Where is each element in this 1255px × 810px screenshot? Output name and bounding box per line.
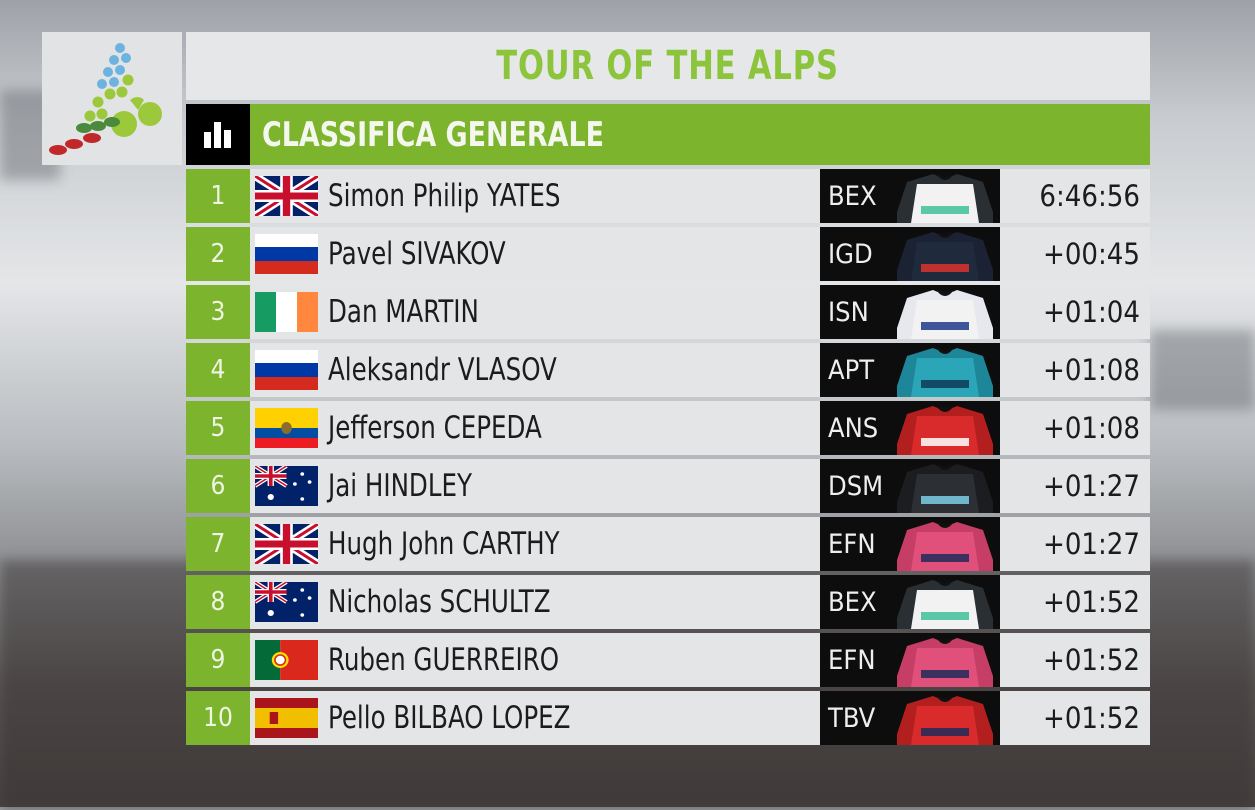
flag-icon-aus bbox=[255, 582, 318, 622]
flag-icon-rus bbox=[255, 234, 318, 274]
flag-icon-ecu bbox=[255, 408, 318, 448]
team-box: EFN bbox=[820, 517, 1000, 571]
team-box: TBV bbox=[820, 691, 1000, 745]
rider-name: Pavel SIVAKOV bbox=[328, 236, 506, 272]
rider-name: Pello BILBAO LOPEZ bbox=[328, 700, 571, 736]
team-code: ANS bbox=[828, 412, 879, 444]
rider-name: Nicholas SCHULTZ bbox=[328, 584, 551, 620]
background-mountain bbox=[1150, 330, 1255, 410]
flag-icon-por bbox=[255, 640, 318, 680]
tour-of-the-alps-logo bbox=[42, 32, 182, 165]
flag-icon-gbr bbox=[255, 524, 318, 564]
standings-row: 5 Jefferson CEPEDA ANS +01:08 bbox=[186, 401, 1150, 455]
position: 10 bbox=[186, 691, 250, 745]
team-jersey-icon bbox=[897, 289, 993, 339]
position: 9 bbox=[186, 633, 250, 687]
team-box: IGD bbox=[820, 227, 1000, 281]
rider-name: Dan MARTIN bbox=[328, 294, 479, 330]
team-jersey-icon bbox=[897, 579, 993, 629]
team-jersey-icon bbox=[897, 231, 993, 281]
team-code: EFN bbox=[828, 528, 876, 560]
team-jersey-icon bbox=[897, 637, 993, 687]
standings-row: 7 Hugh John CARTHY EFN +01:27 bbox=[186, 517, 1150, 571]
team-box: ISN bbox=[820, 285, 1000, 339]
team-box: DSM bbox=[820, 459, 1000, 513]
standings-row: 8 Nicholas SCHULTZ BEX +01:52 bbox=[186, 575, 1150, 629]
classification-header: CLASSIFICA GENERALE bbox=[186, 104, 1150, 165]
team-jersey-icon bbox=[897, 521, 993, 571]
rider-name: Simon Philip YATES bbox=[328, 178, 561, 214]
rider-name: Aleksandr VLASOV bbox=[328, 352, 557, 388]
standings-row: 4 Aleksandr VLASOV APT +01:08 bbox=[186, 343, 1150, 397]
team-jersey-icon bbox=[897, 347, 993, 397]
flag-icon-aus bbox=[255, 466, 318, 506]
standings-row: 9 Ruben GUERREIRO EFN +01:52 bbox=[186, 633, 1150, 687]
position: 1 bbox=[186, 169, 250, 223]
team-jersey-icon bbox=[897, 405, 993, 455]
flag-icon-gbr bbox=[255, 176, 318, 216]
time-gap: +01:27 bbox=[1042, 469, 1140, 503]
team-code: EFN bbox=[828, 644, 876, 676]
standings-row: 1 Simon Philip YATES BEX 6:46:56 bbox=[186, 169, 1150, 223]
team-code: ISN bbox=[828, 296, 869, 328]
team-jersey-icon bbox=[897, 173, 993, 223]
position: 3 bbox=[186, 285, 250, 339]
flag-icon-irl bbox=[255, 292, 318, 332]
flag-icon-rus bbox=[255, 350, 318, 390]
team-jersey-icon bbox=[897, 463, 993, 513]
position: 4 bbox=[186, 343, 250, 397]
time-gap: +01:27 bbox=[1042, 527, 1140, 561]
standings-row: 3 Dan MARTIN ISN +01:04 bbox=[186, 285, 1150, 339]
classification-title: CLASSIFICA GENERALE bbox=[262, 114, 605, 155]
team-box: APT bbox=[820, 343, 1000, 397]
position: 5 bbox=[186, 401, 250, 455]
time-gap: +01:52 bbox=[1042, 701, 1140, 735]
team-box: BEX bbox=[820, 575, 1000, 629]
time-gap: +01:52 bbox=[1042, 643, 1140, 677]
team-code: APT bbox=[828, 354, 875, 386]
team-code: TBV bbox=[828, 702, 876, 734]
team-box: BEX bbox=[820, 169, 1000, 223]
event-title-text: TOUR OF THE ALPS bbox=[496, 43, 840, 89]
team-code: IGD bbox=[828, 238, 873, 270]
time-gap: +01:04 bbox=[1042, 295, 1140, 329]
event-title: TOUR OF THE ALPS bbox=[186, 32, 1150, 100]
position: 6 bbox=[186, 459, 250, 513]
rider-name: Jefferson CEPEDA bbox=[328, 410, 542, 446]
time-gap: +01:52 bbox=[1042, 585, 1140, 619]
standings-row: 10 Pello BILBAO LOPEZ TBV +01:52 bbox=[186, 691, 1150, 745]
team-jersey-icon bbox=[897, 695, 993, 745]
time-gap: +01:08 bbox=[1042, 411, 1140, 445]
standings-row: 6 Jai HINDLEY DSM +01:27 bbox=[186, 459, 1150, 513]
team-box: ANS bbox=[820, 401, 1000, 455]
time-gap: +01:08 bbox=[1042, 353, 1140, 387]
rider-name: Hugh John CARTHY bbox=[328, 526, 560, 562]
team-box: EFN bbox=[820, 633, 1000, 687]
standings-row: 2 Pavel SIVAKOV IGD +00:45 bbox=[186, 227, 1150, 281]
rider-name: Jai HINDLEY bbox=[328, 468, 473, 504]
time-gap: 6:46:56 bbox=[1039, 179, 1140, 213]
position: 2 bbox=[186, 227, 250, 281]
team-code: DSM bbox=[828, 470, 884, 502]
rider-name: Ruben GUERREIRO bbox=[328, 642, 560, 678]
position: 7 bbox=[186, 517, 250, 571]
time-gap: +00:45 bbox=[1042, 237, 1140, 271]
flag-icon-esp bbox=[255, 698, 318, 738]
position: 8 bbox=[186, 575, 250, 629]
bar-chart-icon bbox=[186, 104, 250, 165]
team-code: BEX bbox=[828, 180, 877, 212]
team-code: BEX bbox=[828, 586, 877, 618]
